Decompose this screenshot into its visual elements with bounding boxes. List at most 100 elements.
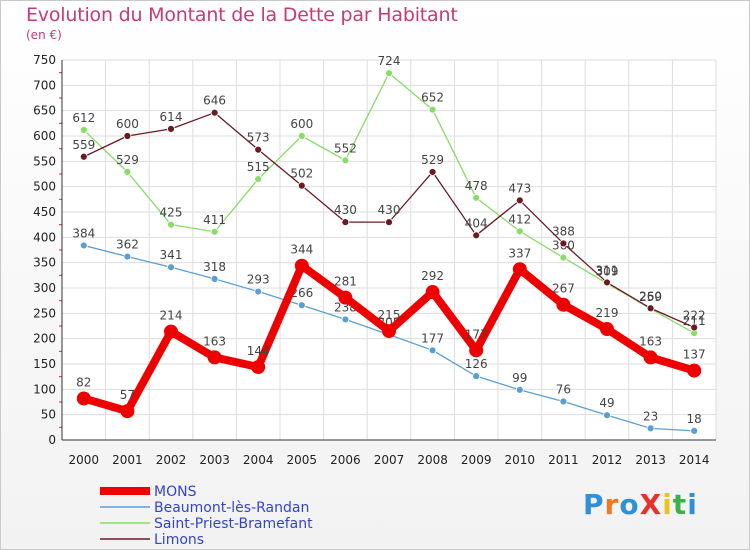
data-point: [210, 108, 219, 117]
data-point: [385, 218, 393, 227]
data-point: [297, 132, 306, 140]
data-point: [79, 152, 88, 161]
data-point: [167, 263, 175, 272]
data-point: [428, 346, 437, 355]
x-tick-label: 2003: [199, 453, 230, 467]
y-tick-label: 500: [33, 180, 56, 194]
plot-area: [62, 60, 716, 440]
x-tick-label: 2005: [287, 453, 318, 467]
data-point: [425, 285, 440, 300]
x-tick-label: 2001: [112, 453, 143, 467]
y-tick-label: 50: [41, 408, 56, 422]
data-label: 144: [247, 344, 270, 358]
x-tick-label: 2009: [461, 453, 492, 467]
data-label: 341: [160, 248, 183, 262]
data-label: 266: [290, 286, 313, 300]
data-point: [512, 262, 527, 277]
chart-title: Evolution du Montant de la Dette par Hab…: [26, 4, 458, 26]
data-label: 177: [421, 331, 444, 345]
data-point: [428, 105, 437, 114]
data-point: [690, 323, 699, 332]
data-label: 337: [508, 246, 531, 260]
data-label: 502: [290, 167, 313, 181]
data-label: 388: [552, 224, 575, 238]
y-tick-label: 750: [33, 53, 56, 67]
legend-label: Saint-Priest-Bramefant: [154, 516, 313, 532]
data-point: [123, 168, 132, 176]
data-label: 177: [465, 327, 488, 341]
data-label: 219: [596, 306, 619, 320]
data-point: [123, 132, 132, 140]
data-label: 559: [72, 138, 95, 152]
y-tick-label: 200: [33, 332, 56, 346]
data-point: [385, 69, 393, 78]
data-label: 82: [76, 375, 91, 389]
data-label: 137: [683, 348, 706, 362]
data-label: 573: [247, 131, 270, 145]
logo-letter: r: [604, 488, 620, 521]
chart-subtitle: (en €): [26, 28, 62, 42]
data-label: 126: [465, 357, 488, 371]
data-point: [643, 350, 658, 365]
data-point: [559, 253, 568, 262]
data-point: [338, 290, 353, 305]
y-tick-label: 650: [33, 104, 56, 118]
x-tick-label: 2010: [505, 453, 536, 467]
x-tick-label: 2002: [156, 453, 187, 467]
data-point: [79, 241, 88, 250]
data-point: [603, 411, 611, 420]
x-tick-label: 2007: [374, 453, 405, 467]
y-tick-label: 600: [33, 129, 56, 143]
proxiti-logo: ProXiti: [583, 488, 698, 521]
data-point: [600, 322, 614, 337]
x-tick-label: 2012: [592, 453, 623, 467]
data-label: 404: [465, 216, 488, 230]
data-label: 614: [160, 110, 183, 124]
y-tick-label: 0: [48, 433, 56, 447]
data-point: [294, 258, 309, 273]
legend-label: Beaumont-lès-Randan: [154, 500, 309, 516]
data-label: 311: [596, 263, 619, 277]
data-label: 49: [599, 396, 614, 410]
data-label: 412: [508, 212, 531, 226]
data-label: 430: [334, 203, 357, 217]
data-label: 529: [116, 153, 139, 167]
logo-letter: i: [687, 488, 698, 521]
x-tick-label: 2006: [330, 453, 361, 467]
data-point: [646, 304, 655, 313]
data-point: [254, 287, 263, 296]
y-tick-label: 150: [33, 357, 56, 371]
y-tick-label: 300: [33, 281, 56, 295]
data-point: [646, 424, 655, 433]
y-tick-label: 400: [33, 230, 56, 244]
x-tick-label: 2011: [548, 453, 579, 467]
legend-label: MONS: [154, 484, 197, 500]
data-label: 281: [334, 275, 357, 289]
y-tick-label: 700: [33, 78, 56, 92]
data-label: 214: [160, 309, 183, 323]
data-point: [167, 220, 175, 229]
data-label: 478: [465, 179, 488, 193]
data-point: [251, 360, 266, 375]
data-point: [472, 193, 481, 202]
data-label: 309: [596, 264, 619, 278]
y-tick-label: 100: [33, 382, 56, 396]
data-label: 425: [160, 206, 183, 220]
data-point: [341, 218, 350, 227]
data-point: [472, 372, 481, 381]
data-label: 612: [72, 111, 95, 125]
data-label: 473: [508, 181, 531, 195]
data-point: [382, 324, 396, 339]
data-label: 600: [116, 117, 139, 131]
data-label: 23: [643, 409, 658, 423]
data-point: [469, 343, 484, 358]
logo-letter: X: [639, 488, 663, 521]
data-label: 76: [556, 382, 571, 396]
data-label: 215: [378, 308, 401, 322]
data-point: [297, 181, 306, 190]
data-point: [559, 239, 568, 248]
data-point: [79, 126, 88, 134]
data-point: [120, 404, 135, 419]
logo-letter: P: [583, 488, 605, 521]
data-label: 652: [421, 91, 444, 105]
